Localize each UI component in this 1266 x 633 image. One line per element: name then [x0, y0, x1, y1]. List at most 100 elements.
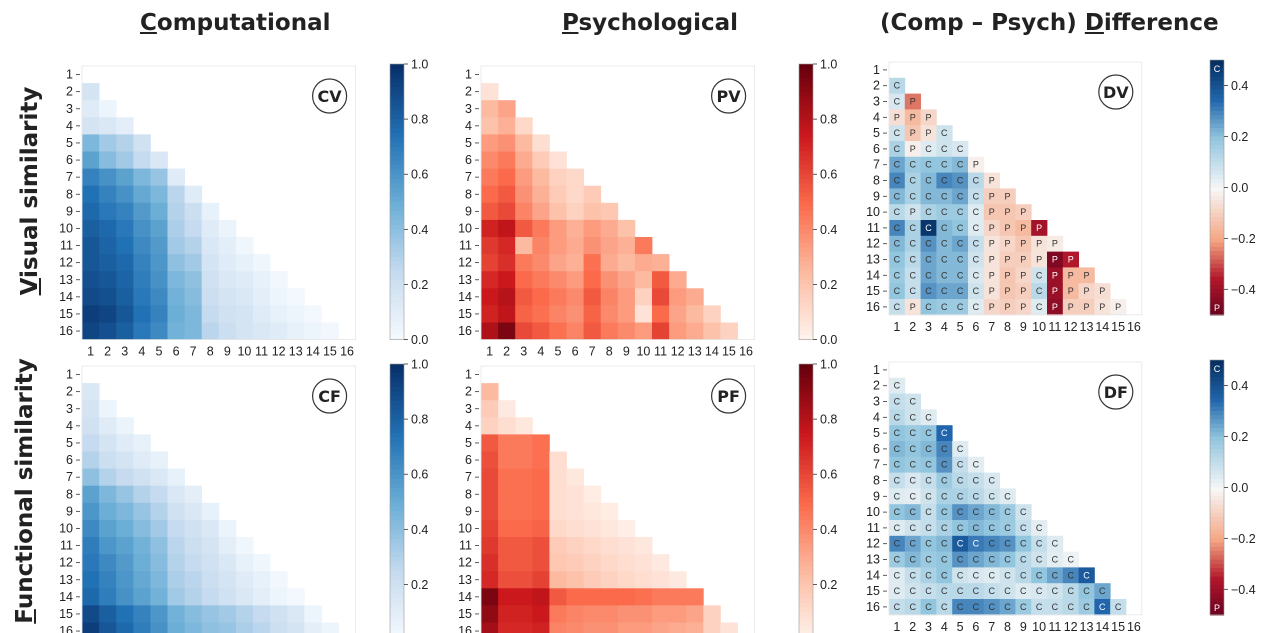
colorbar-segment: [1210, 444, 1224, 450]
y-tick-label: 5: [465, 136, 472, 150]
cell-label: P: [1083, 302, 1089, 312]
heatmap-cell: [968, 520, 985, 537]
cell-label: C: [894, 428, 901, 438]
colorbar-tick-label: −0.2: [1231, 532, 1256, 546]
x-tick-label: 7: [589, 345, 596, 359]
heatmap-cell: [532, 502, 550, 521]
colorbar-segment: [1210, 432, 1224, 438]
colorbar-segment: [1210, 508, 1224, 514]
cell-label: C: [894, 381, 901, 391]
cell-label: C: [894, 270, 901, 280]
heatmap-cell: [952, 220, 969, 237]
y-tick-label: 15: [458, 607, 472, 621]
heatmap-cell: [904, 267, 921, 284]
colorbar-segment: [799, 368, 813, 374]
heatmap-cell: [952, 551, 969, 568]
colorbar-segment: [799, 201, 813, 207]
heatmap-cell: [235, 554, 254, 572]
cell-label: C: [909, 570, 916, 580]
heatmap-cell: [532, 485, 550, 504]
y-tick-label: 10: [458, 521, 472, 535]
heatmap-cell: [1062, 599, 1079, 616]
colorbar-segment: [1210, 72, 1224, 78]
cell-label: C: [988, 539, 995, 549]
cell-label: C: [894, 412, 901, 422]
heatmap-cell: [218, 219, 237, 238]
heatmap-cell: [617, 254, 636, 272]
heatmap-cell: [498, 219, 516, 238]
cell-label: C: [973, 176, 980, 186]
heatmap-cell: [904, 141, 921, 158]
y-tick-label: 2: [465, 385, 472, 399]
heatmap-cell: [600, 588, 619, 606]
y-tick-label: 4: [465, 119, 472, 133]
heatmap-cell: [515, 151, 533, 169]
colorbar-segment: [390, 261, 404, 267]
cell-label: C: [1004, 586, 1011, 596]
heatmap-cell: [549, 622, 567, 633]
colorbar-segment: [1210, 474, 1224, 480]
colorbar-segment: [1210, 504, 1224, 510]
heatmap-cell: [983, 299, 1000, 316]
heatmap-cell: [235, 288, 254, 306]
heatmap-cell: [498, 519, 516, 538]
heatmap-cell: [1015, 599, 1032, 616]
heatmap-cell: [481, 237, 499, 255]
cell-label: C: [988, 602, 995, 612]
heatmap-cell: [583, 322, 602, 340]
cell-label: P: [1004, 191, 1010, 201]
colorbar-segment: [1210, 423, 1224, 429]
heatmap-cell: [983, 599, 1000, 616]
heatmap-cell: [549, 219, 567, 238]
cell-label: P: [989, 239, 995, 249]
heatmap-cell: [686, 605, 704, 623]
y-tick-label: 2: [66, 85, 73, 99]
heatmap-cell: [99, 151, 117, 169]
heatmap-cell: [634, 322, 653, 340]
heatmap-cell: [515, 605, 533, 623]
heatmap-cell: [201, 254, 220, 272]
y-tick-label: 5: [66, 136, 73, 150]
heatmap-cell: [566, 322, 584, 340]
heatmap-cell: [481, 622, 499, 633]
heatmap-cell: [498, 571, 516, 589]
heatmap-cell: [133, 305, 151, 323]
heatmap-cell: [515, 185, 533, 204]
colorbar-tick-label: 1.0: [411, 358, 428, 372]
heatmap-cell: [201, 622, 220, 633]
column-title-psychological: Psychological: [560, 10, 740, 36]
heatmap-cell: [904, 204, 921, 221]
cell-label: C: [1004, 570, 1011, 580]
colorbar-tick-label: −0.4: [1231, 583, 1256, 597]
heatmap-cell: [920, 488, 937, 505]
cell-label: C: [988, 491, 995, 501]
y-tick-label: 5: [873, 426, 880, 440]
panel-cv: 1122334455667788991010111112121313141415…: [59, 58, 428, 359]
x-tick-label: 14: [306, 345, 320, 359]
cell-label: C: [925, 523, 932, 533]
heatmap-cell: [287, 288, 305, 306]
x-tick-label: 3: [520, 345, 527, 359]
heatmap-cell: [936, 141, 953, 158]
heatmap-cell: [634, 254, 653, 272]
heatmap-cell: [481, 117, 499, 135]
heatmap-cell: [904, 567, 921, 584]
cell-label: C: [909, 176, 916, 186]
colorbar-segment: [390, 233, 404, 240]
colorbar-segment: [390, 469, 404, 475]
heatmap-cell: [617, 219, 636, 238]
cell-label: P: [973, 160, 979, 170]
colorbar-segment: [390, 330, 404, 336]
colorbar-segment: [799, 446, 813, 452]
colorbar-segment: [799, 114, 813, 120]
heatmap-cell: [99, 305, 117, 323]
column-title-computational: Computational: [140, 10, 330, 36]
heatmap-cell: [218, 588, 237, 606]
heatmap-cell: [889, 504, 906, 521]
heatmap-cell: [904, 583, 921, 600]
colorbar-segment: [1210, 449, 1224, 455]
colorbar-segment: [1210, 289, 1224, 295]
colorbar-segment: [799, 174, 813, 180]
y-tick-label: 15: [59, 307, 73, 321]
heatmap-cell: [133, 468, 151, 487]
